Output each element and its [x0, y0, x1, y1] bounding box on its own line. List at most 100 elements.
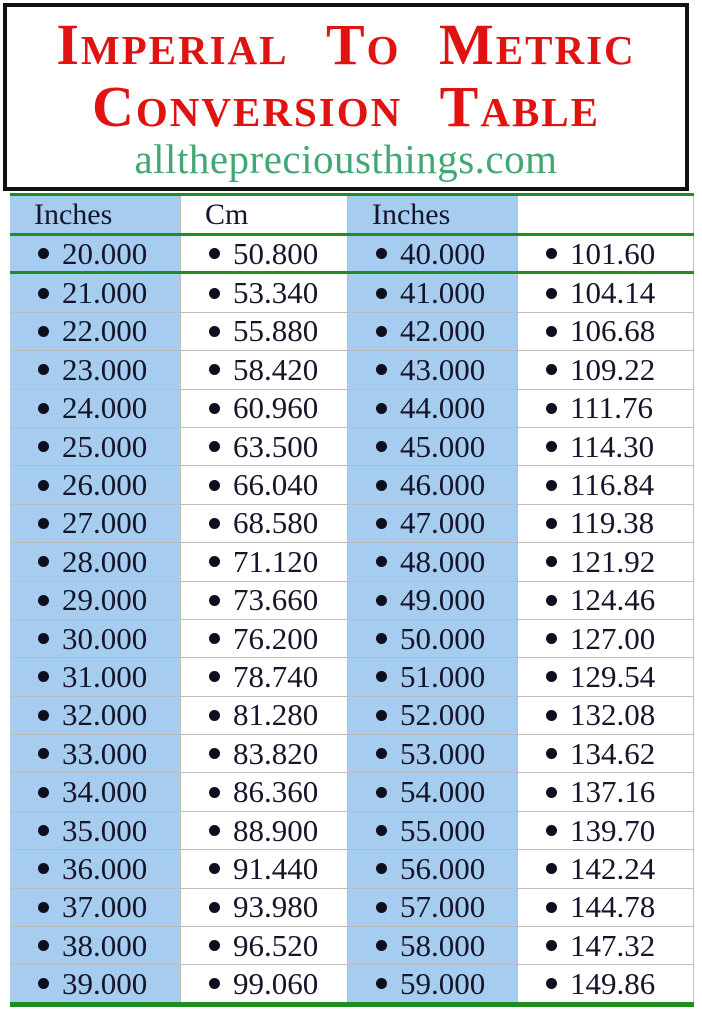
cell-inches: 56.000	[348, 850, 517, 888]
bullet-icon	[209, 709, 220, 721]
table-row: 30.000 76.200 50.000 127.00	[10, 619, 694, 659]
table-row: 28.000 71.120 48.000 121.92	[10, 543, 694, 582]
cell-value: 114.30	[570, 428, 655, 464]
cell-inches: 51.000	[348, 658, 517, 696]
cell-value: 78.740	[233, 658, 319, 694]
bullet-icon	[209, 786, 220, 798]
cell-inches: 53.000	[348, 735, 517, 773]
cell-cm: 60.960	[180, 389, 348, 427]
cell-value: 45.000	[400, 428, 486, 464]
table-row: 39.000 99.060 59.000 149.86	[10, 965, 694, 1008]
cell-value: 24.000	[62, 390, 148, 426]
bullet-icon	[546, 978, 557, 990]
table-row: 31.000 78.740 51.000 129.54	[10, 658, 694, 697]
cell-value: 106.68	[570, 313, 656, 349]
cell-value: 58.420	[233, 351, 319, 387]
bullet-icon	[546, 825, 557, 837]
cell-value: 129.54	[570, 658, 656, 694]
cell-inches: 39.000	[10, 965, 180, 1003]
cell-value: 121.92	[570, 543, 656, 579]
cell-value: 20.000	[62, 236, 148, 271]
cell-inches: 55.000	[348, 811, 517, 850]
bullet-icon	[546, 441, 557, 453]
bullet-icon	[209, 364, 220, 376]
bullet-icon	[38, 901, 49, 913]
cell-value: 149.86	[570, 965, 656, 1001]
bullet-icon	[546, 786, 557, 798]
bullet-icon	[546, 517, 557, 529]
cell-value: 101.60	[570, 236, 656, 271]
bullet-icon	[546, 748, 557, 760]
cell-value: 56.000	[400, 850, 486, 886]
bullet-icon	[38, 479, 49, 491]
bullet-icon	[376, 441, 387, 453]
bullet-icon	[546, 901, 557, 913]
table-row: 23.000 58.420 43.000 109.22	[10, 351, 694, 390]
bullet-icon	[376, 940, 387, 952]
cell-value: 26.000	[62, 467, 148, 503]
page-title-line2: Conversion Table	[92, 74, 600, 139]
bullet-icon	[38, 671, 49, 683]
cell-inches: 43.000	[348, 351, 517, 389]
cell-value: 25.000	[62, 428, 148, 464]
bullet-icon	[376, 825, 387, 837]
table-row: 27.000 68.580 47.000 119.38	[10, 504, 694, 544]
cell-value: 73.660	[233, 582, 319, 618]
cell-value: 147.32	[570, 927, 656, 963]
bullet-icon	[376, 901, 387, 913]
bullet-icon	[209, 748, 220, 760]
cell-cm: 71.120	[180, 543, 348, 581]
cell-value: 132.08	[570, 697, 656, 733]
cell-inches: 26.000	[10, 466, 180, 504]
cell-value: 37.000	[62, 889, 148, 925]
cell-value: 33.000	[62, 735, 148, 771]
cell-cm: 137.16	[517, 773, 694, 811]
column-header-inches-right: Inches	[348, 196, 517, 233]
cell-value: 142.24	[570, 850, 656, 886]
cell-value: 41.000	[400, 275, 486, 311]
bullet-icon	[376, 517, 387, 529]
cell-inches: 30.000	[10, 619, 180, 658]
cell-value: 35.000	[62, 812, 148, 848]
cell-inches: 31.000	[10, 658, 180, 696]
cell-value: 53.000	[400, 735, 486, 771]
bullet-icon	[209, 325, 220, 337]
bullet-icon	[376, 786, 387, 798]
cell-value: 134.62	[570, 735, 656, 771]
cell-cm: 134.62	[517, 735, 694, 773]
column-header-inches-left: Inches	[10, 196, 180, 233]
table-row: 35.000 88.900 55.000 139.70	[10, 811, 694, 851]
cell-value: 127.00	[570, 620, 656, 656]
cell-value: 27.000	[62, 505, 148, 541]
cell-value: 68.580	[233, 505, 319, 541]
cell-value: 31.000	[62, 658, 148, 694]
cell-cm: 111.76	[517, 389, 694, 427]
bullet-icon	[209, 556, 220, 568]
page-title-line1: Imperial To Metric	[56, 12, 636, 77]
bullet-icon	[546, 940, 557, 952]
cell-inches: 58.000	[348, 927, 517, 965]
table-row: 38.000 96.520 58.000 147.32	[10, 927, 694, 966]
cell-inches: 34.000	[10, 773, 180, 811]
bullet-icon	[546, 556, 557, 568]
title-box: Imperial To Metric Conversion Table allt…	[3, 3, 689, 191]
cell-value: 99.060	[233, 965, 319, 1001]
bullet-icon	[209, 517, 220, 529]
cell-inches: 54.000	[348, 773, 517, 811]
bullet-icon	[376, 248, 387, 260]
cell-inches: 40.000	[348, 236, 517, 272]
table-row: 33.000 83.820 53.000 134.62	[10, 735, 694, 774]
cell-cm: 55.880	[180, 312, 348, 351]
cell-value: 91.440	[233, 850, 319, 886]
bullet-icon	[38, 633, 49, 645]
cell-cm: 76.200	[180, 619, 348, 658]
cell-inches: 47.000	[348, 504, 517, 543]
cell-cm: 104.14	[517, 274, 694, 312]
cell-value: 44.000	[400, 390, 486, 426]
bullet-icon	[209, 402, 220, 414]
bullet-icon	[38, 748, 49, 760]
cell-cm: 114.30	[517, 427, 694, 466]
bullet-icon	[376, 479, 387, 491]
bullet-icon	[38, 863, 49, 875]
table-row: 29.000 73.660 49.000 124.46	[10, 581, 694, 620]
